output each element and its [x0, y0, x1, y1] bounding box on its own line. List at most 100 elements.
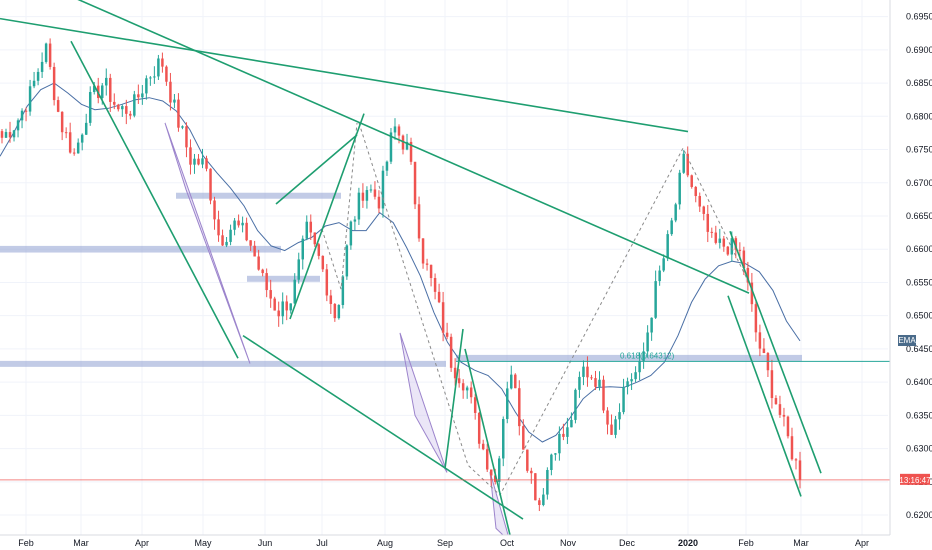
candle-body	[233, 220, 236, 230]
trendline	[289, 113, 365, 320]
candle-body	[750, 282, 754, 305]
x-tick-label: Jul	[316, 538, 328, 548]
candle-body	[373, 189, 377, 197]
candle-body	[48, 43, 52, 67]
y-tick-label: 0.62000	[906, 510, 932, 520]
x-tick-label: Mar	[73, 538, 89, 548]
candle-body	[317, 244, 321, 256]
candle-body	[125, 106, 128, 114]
candle-body	[269, 290, 272, 299]
candle-body	[56, 100, 60, 112]
candle-body	[60, 111, 64, 133]
candles	[0, 38, 802, 512]
candle-body	[690, 175, 693, 187]
candle-body	[345, 245, 349, 277]
candle-body	[770, 370, 774, 399]
candle-body	[534, 473, 537, 501]
support-resistance-zones[interactable]	[0, 192, 802, 367]
x-tick-label: Apr	[855, 538, 869, 548]
candle-body	[84, 122, 88, 135]
candle-body	[493, 475, 497, 482]
candle-body	[253, 245, 256, 257]
candle-body	[209, 168, 212, 201]
candle-body	[441, 302, 445, 333]
candle-body	[389, 132, 393, 162]
candle-body	[80, 134, 84, 143]
candle-body	[165, 66, 168, 82]
candle-body	[157, 58, 160, 77]
candle-body	[385, 161, 389, 171]
x-tick-label: Oct	[500, 538, 515, 548]
candle-body	[718, 238, 722, 243]
candle-body	[397, 126, 401, 136]
candle-body	[646, 332, 649, 352]
candle-body	[153, 76, 156, 78]
candle-body	[678, 172, 681, 205]
candle-body	[44, 43, 48, 62]
candle-body	[92, 85, 96, 93]
candle-body	[538, 500, 541, 506]
candle-body	[558, 433, 561, 454]
candle-body	[133, 94, 136, 116]
candle-body	[510, 374, 513, 389]
time-badge-text: 13:16:47	[899, 476, 931, 485]
candle-body	[485, 449, 489, 470]
candle-body	[129, 113, 132, 116]
x-tick-label: Apr	[135, 538, 149, 548]
candle-body	[469, 387, 473, 398]
time-axis-panel[interactable]	[0, 535, 890, 550]
grid	[0, 0, 888, 535]
candle-body	[762, 348, 766, 354]
x-tick-label: Mar	[793, 538, 809, 548]
candle-body	[101, 85, 104, 99]
candle-body	[361, 192, 365, 201]
candle-body	[52, 66, 56, 101]
trendline	[242, 334, 524, 520]
candle-body	[177, 99, 180, 128]
candle-body	[794, 459, 798, 461]
candle-body	[141, 93, 144, 98]
candle-body	[626, 381, 629, 387]
candle-body	[734, 238, 738, 250]
candle-body	[473, 397, 477, 413]
candle-body	[530, 470, 533, 474]
candle-body	[742, 250, 746, 269]
x-tick-label: Nov	[560, 538, 577, 548]
candle-body	[754, 304, 758, 333]
candle-body	[181, 126, 184, 128]
candle-body	[76, 142, 80, 154]
candle-body	[634, 372, 637, 380]
candle-body	[786, 416, 790, 437]
candle-body	[217, 219, 220, 236]
candle-body	[654, 281, 657, 318]
candle-body	[405, 141, 409, 150]
candle-body	[117, 104, 120, 110]
candle-body	[546, 470, 549, 495]
candle-body	[401, 135, 405, 150]
x-axis-ticks: Feb Mar Apr May Jun Jul Aug Sep Oct Nov Dec 2020 Feb…	[18, 538, 869, 548]
candle-body	[281, 301, 284, 317]
candle-body	[738, 249, 742, 251]
trendline	[444, 328, 464, 469]
candle-body	[702, 206, 706, 214]
trendlines[interactable]	[0, 0, 822, 536]
trendline	[77, 0, 750, 294]
price-axis-panel[interactable]	[890, 0, 932, 550]
candle-body	[586, 366, 589, 378]
candle-body	[594, 378, 597, 387]
candle-body	[229, 229, 232, 242]
candle-body	[72, 152, 76, 154]
x-tick-label: Aug	[377, 538, 393, 548]
candle-body	[694, 186, 697, 197]
candle-body	[313, 232, 317, 245]
candle-body	[297, 259, 300, 280]
candle-body	[305, 221, 309, 239]
